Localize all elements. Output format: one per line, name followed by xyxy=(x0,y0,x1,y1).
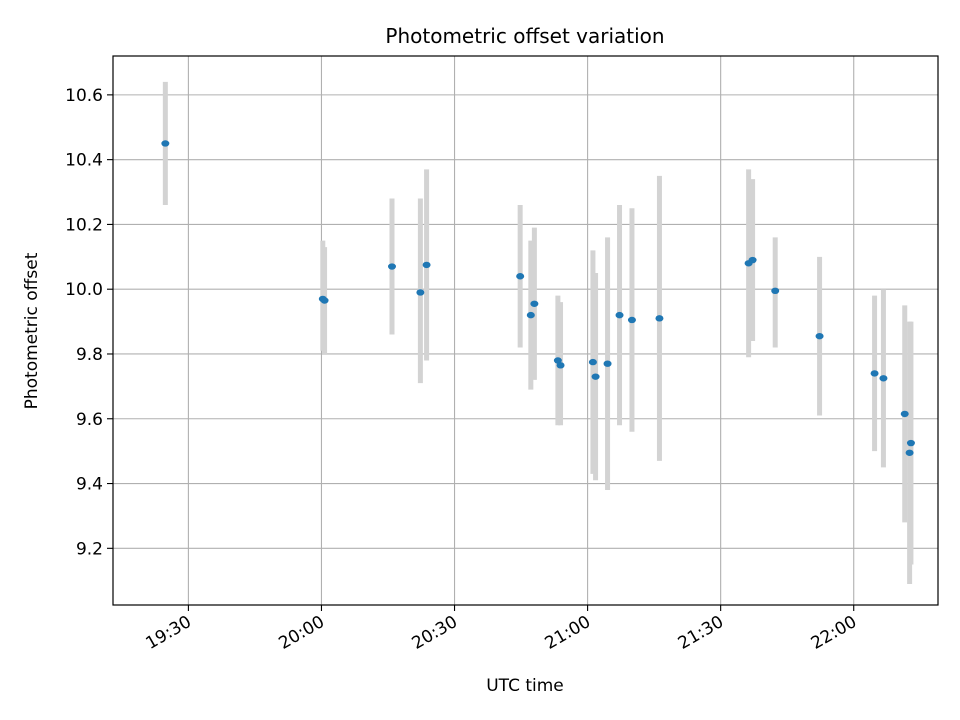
y-tick-label: 10.6 xyxy=(65,86,103,106)
data-point xyxy=(870,370,879,377)
y-tick-label: 10.0 xyxy=(65,280,103,300)
chart-title: Photometric offset variation xyxy=(385,24,664,48)
y-tick-label: 10.2 xyxy=(65,215,103,235)
y-axis-ticks: 9.2 9.4 9.6 9.8 10.0 10.2 10.4 10.6 xyxy=(65,86,113,559)
data-point xyxy=(320,297,329,304)
data-point xyxy=(900,410,909,418)
y-tick-label: 9.6 xyxy=(76,410,103,430)
data-point xyxy=(879,375,888,382)
y-tick-label: 9.4 xyxy=(76,475,103,495)
data-point xyxy=(387,263,396,270)
x-axis-label: UTC time xyxy=(486,676,564,696)
data-point xyxy=(161,140,170,147)
data-point xyxy=(655,315,664,322)
y-axis-label: Photometric offset xyxy=(22,252,42,409)
data-point xyxy=(815,332,824,340)
y-tick-label: 9.2 xyxy=(76,539,103,559)
data-point xyxy=(627,316,636,324)
data-point xyxy=(748,256,757,264)
data-point xyxy=(530,300,539,307)
grid xyxy=(113,56,938,605)
data-point xyxy=(615,311,624,319)
data-point xyxy=(556,362,565,369)
data-point xyxy=(422,261,431,269)
data-point xyxy=(771,287,780,295)
data-point xyxy=(591,373,600,380)
data-point xyxy=(603,360,612,367)
y-tick-label: 10.4 xyxy=(65,151,103,171)
data-point xyxy=(516,273,525,280)
data-point xyxy=(553,357,562,364)
data-point xyxy=(906,439,915,447)
plot-frame xyxy=(112,55,939,606)
data-point xyxy=(588,358,597,366)
data-point xyxy=(526,311,535,319)
data-point xyxy=(905,449,914,456)
data-point xyxy=(416,289,425,296)
y-tick-label: 9.8 xyxy=(76,345,103,365)
data-points xyxy=(161,140,915,456)
